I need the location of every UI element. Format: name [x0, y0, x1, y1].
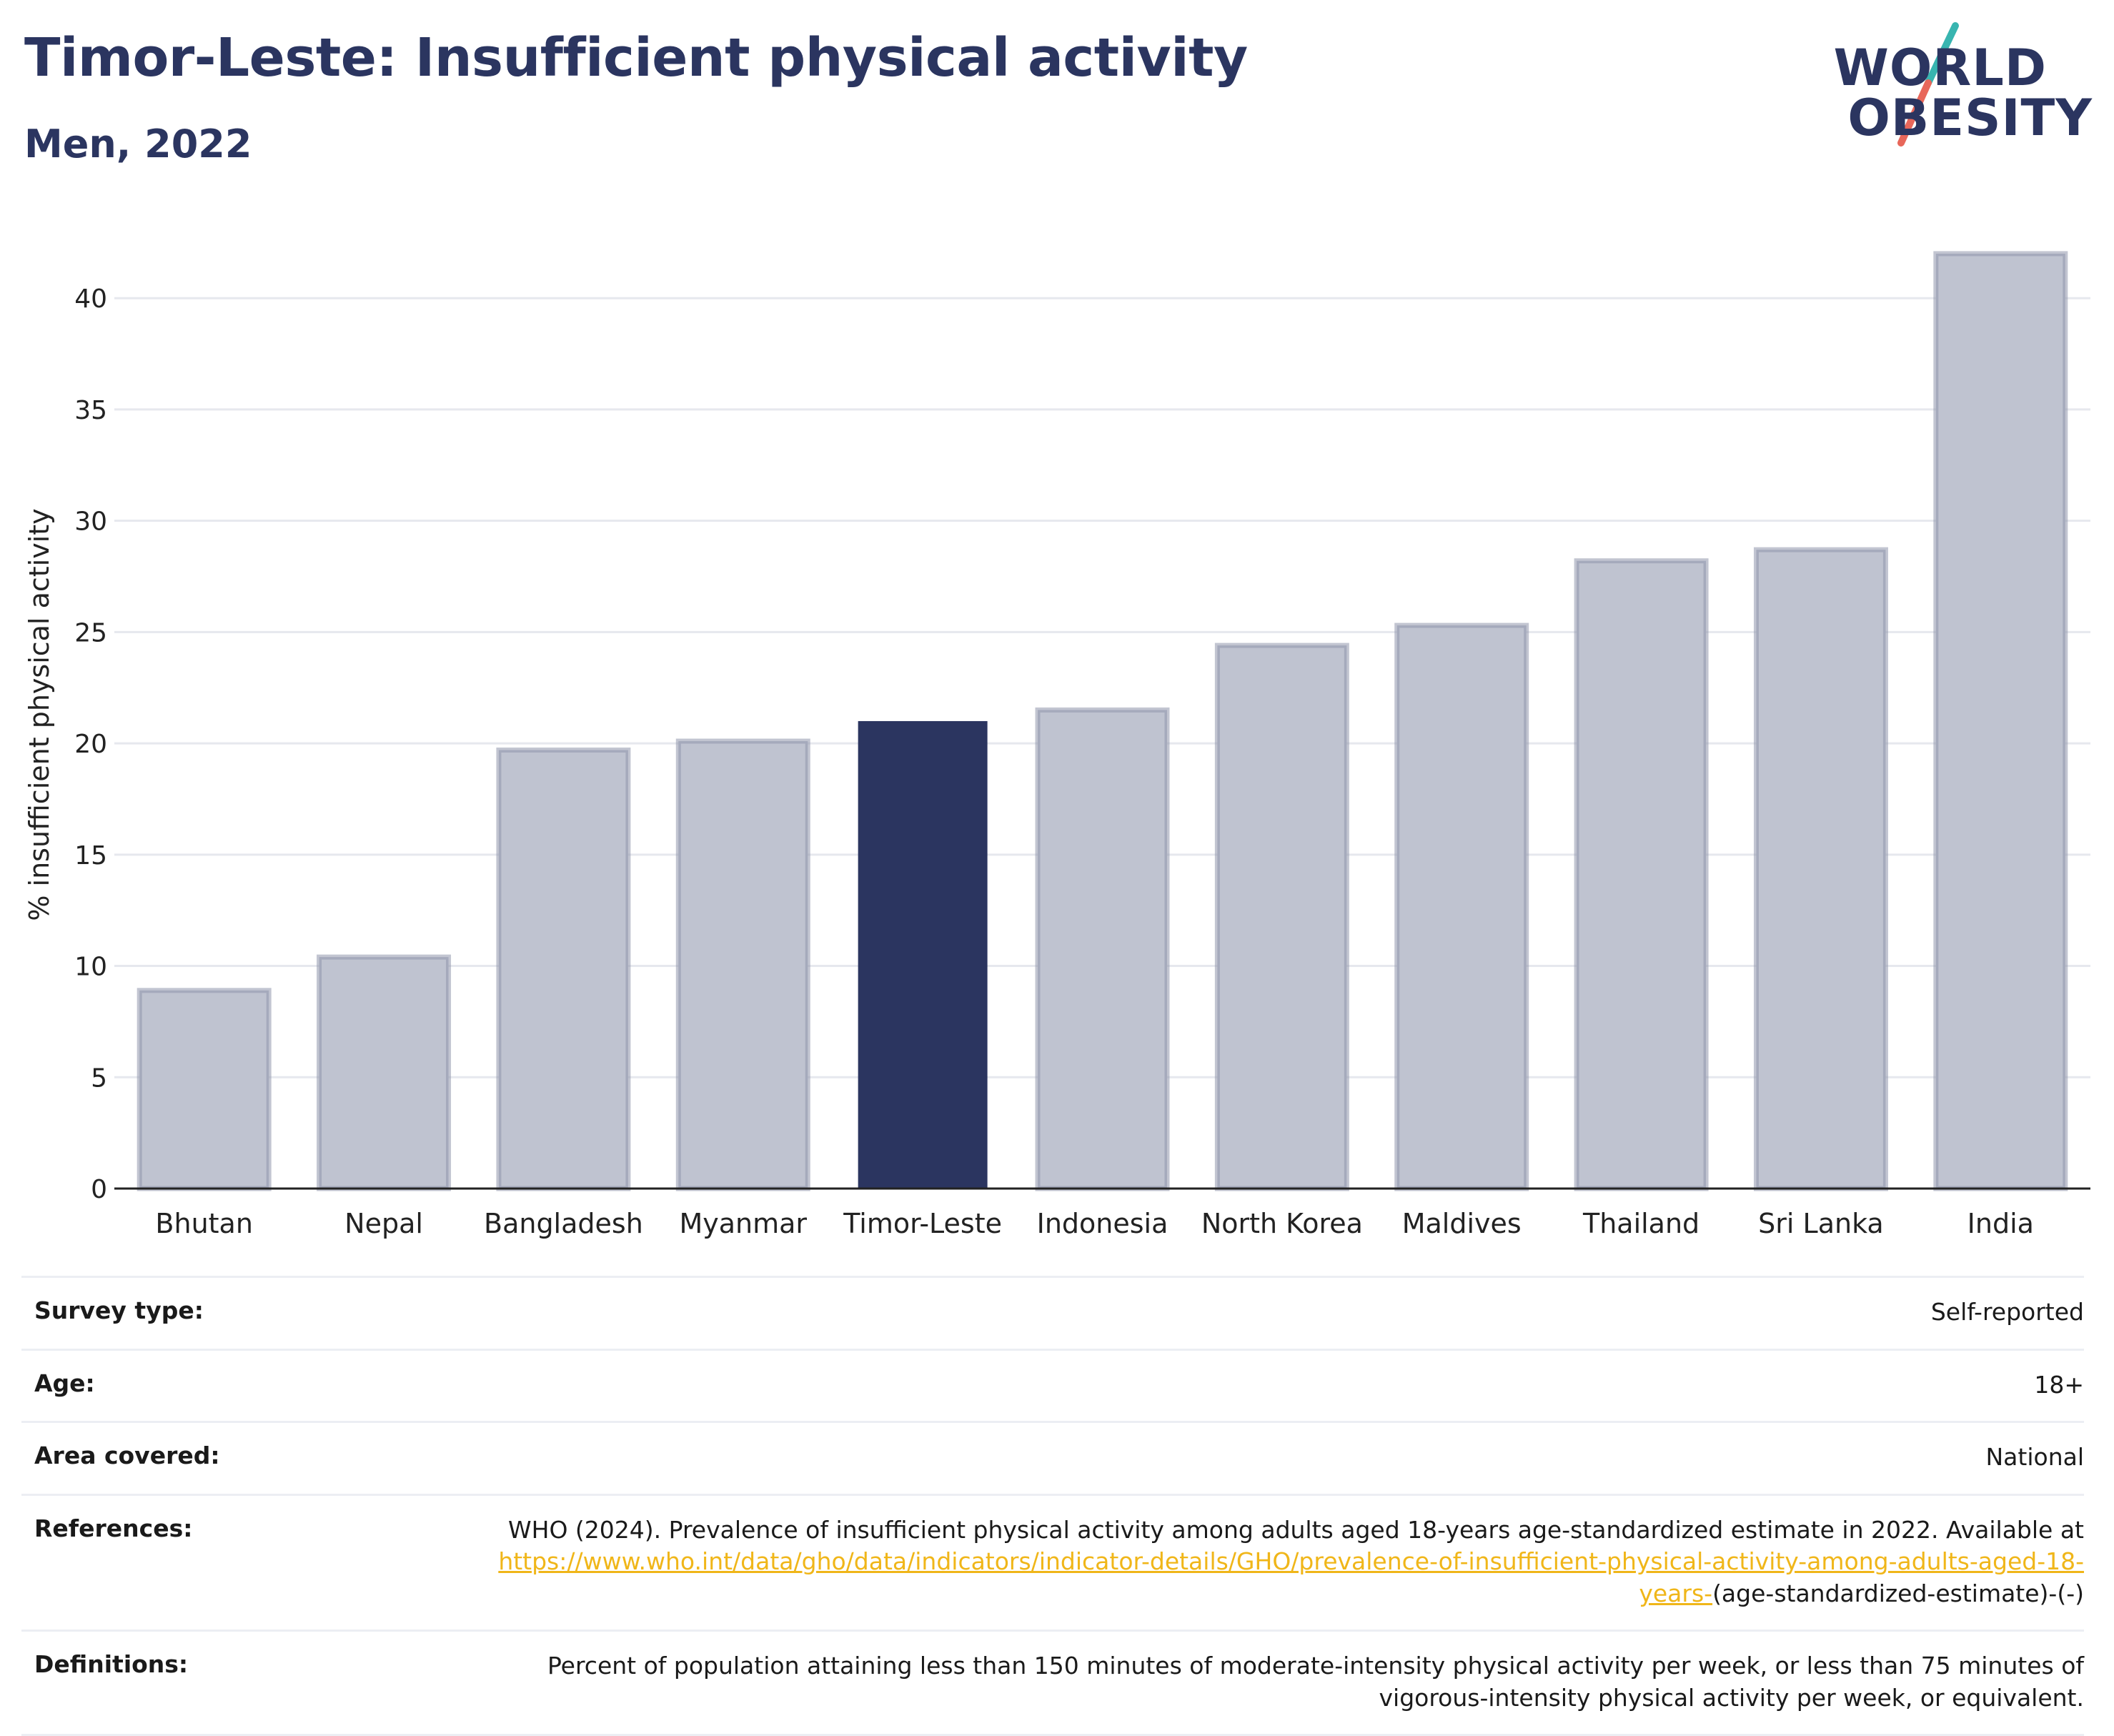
page: Timor-Leste: Insufficient physical activ… — [21, 20, 2093, 1736]
y-tick-label: 25 — [74, 618, 107, 648]
x-tick-label: Thailand — [1582, 1208, 1699, 1239]
bar-myanmar — [675, 738, 810, 1191]
bar-chart: 0 5 10 15 20 25 30 35 40 % insufficient physical… — [24, 251, 2090, 1239]
bar-india — [1933, 251, 2068, 1191]
x-tick-label: Maldives — [1402, 1208, 1522, 1239]
y-tick-label: 5 — [91, 1063, 107, 1093]
bars — [137, 251, 2068, 1191]
metadata-table: Survey type: Self-reported Age: 18+ Area… — [21, 1276, 2084, 1736]
meta-key: Survey type: — [34, 1296, 204, 1324]
y-tick-label: 20 — [74, 730, 107, 759]
bar-timor-leste — [858, 720, 988, 1189]
meta-value: 18+ — [2034, 1370, 2084, 1399]
bar-sri-lanka — [1753, 547, 1888, 1191]
x-tick-label: Bangladesh — [484, 1208, 643, 1239]
meta-key: References: — [34, 1514, 193, 1542]
y-axis-ticks: 0 5 10 15 20 25 30 35 40 — [74, 284, 107, 1204]
bar-bangladesh — [496, 747, 631, 1191]
page-subtitle: Men, 2022 — [24, 121, 252, 167]
x-tick-label: Timor-Leste — [843, 1208, 1002, 1239]
y-tick-label: 30 — [74, 507, 107, 537]
meta-value: National — [1985, 1443, 2084, 1472]
page-title: Timor-Leste: Insufficient physical activ… — [24, 27, 1248, 89]
meta-key: Area covered: — [34, 1442, 220, 1470]
bar-nepal — [317, 954, 452, 1191]
y-tick-label: 15 — [74, 841, 107, 871]
logo-slash-icon — [1897, 22, 1959, 147]
logo-word-obesity: OBESITY — [1847, 89, 2093, 147]
bar-thailand — [1574, 558, 1709, 1191]
meta-row-age: Age: 18+ — [21, 1348, 2084, 1422]
bar-indonesia — [1035, 707, 1170, 1191]
bar-maldives — [1394, 623, 1529, 1191]
meta-value: Percent of population attaining less tha… — [547, 1652, 2084, 1712]
reference-link[interactable]: https://www.who.int/data/gho/data/indica… — [498, 1547, 2084, 1607]
world-obesity-logo: WORLD OBESITY — [1834, 20, 2093, 156]
y-tick-label: 0 — [91, 1175, 107, 1204]
meta-value: WHO (2024). Prevalence of insufficient p… — [463, 1514, 2084, 1610]
meta-key: Definitions: — [34, 1650, 189, 1679]
meta-row-area-covered: Area covered: National — [21, 1421, 2084, 1494]
x-tick-label: Myanmar — [679, 1208, 807, 1239]
y-tick-label: 35 — [74, 396, 107, 425]
reference-suffix: (age-standardized-estimate)-(-) — [1712, 1579, 2084, 1607]
logo-word-world: WORLD — [1833, 39, 2047, 97]
meta-row-definitions: Definitions: Percent of population attai… — [21, 1630, 2084, 1736]
x-axis-ticks: Bhutan Nepal Bangladesh Myanmar Timor-Leste I… — [155, 1208, 2034, 1239]
x-tick-label: Bhutan — [155, 1208, 253, 1239]
y-tick-label: 10 — [74, 953, 107, 982]
x-tick-label: Sri Lanka — [1758, 1208, 1884, 1239]
reference-text: WHO (2024). Prevalence of insufficient p… — [508, 1515, 2084, 1544]
y-axis-label: % insufficient physical activity — [24, 508, 55, 921]
bar-north-korea — [1214, 643, 1349, 1191]
x-tick-label: Indonesia — [1037, 1208, 1168, 1239]
meta-row-references: References: WHO (2024). Prevalence of in… — [21, 1493, 2084, 1630]
y-tick-label: 40 — [74, 284, 107, 314]
meta-key: Age: — [34, 1369, 95, 1397]
meta-value: Self-reported — [1930, 1298, 2084, 1326]
x-tick-label: India — [1967, 1208, 2034, 1239]
x-tick-label: North Korea — [1201, 1208, 1363, 1239]
x-tick-label: Nepal — [344, 1208, 423, 1239]
bar-bhutan — [137, 988, 272, 1191]
meta-row-survey-type: Survey type: Self-reported — [21, 1276, 2084, 1349]
